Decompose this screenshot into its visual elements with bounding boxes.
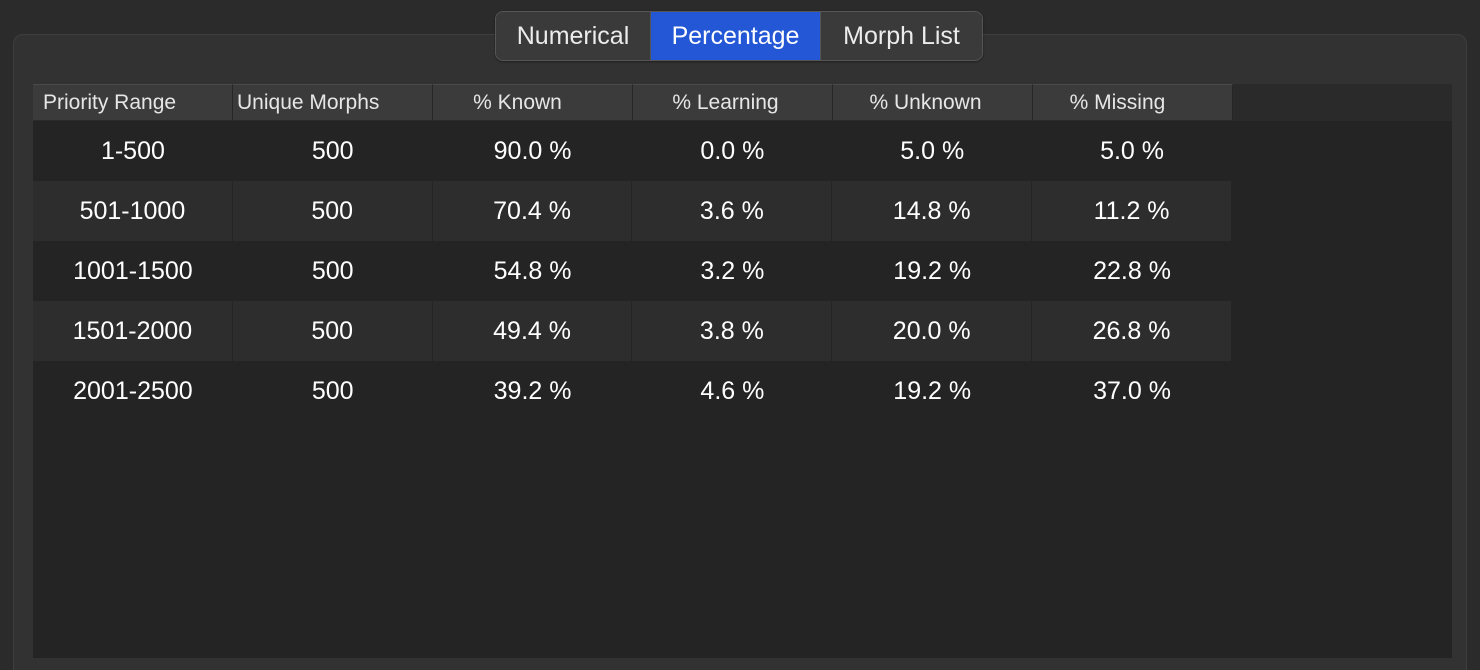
cell-learning: 0.0 %: [700, 136, 765, 165]
column-header-priority-range[interactable]: Priority Range: [33, 84, 233, 120]
cell-missing: 5.0 %: [1100, 136, 1165, 165]
cell-learning: 3.8 %: [632, 301, 833, 361]
tab-morph-list[interactable]: Morph List: [821, 12, 982, 60]
table-row[interactable]: 1-500 500 90.0 % 0.0 % 5.0 % 5.0 %: [33, 121, 1232, 181]
cell-priority-range: 2001-2500: [73, 376, 193, 405]
tab-percentage[interactable]: Percentage: [651, 12, 821, 60]
cell-known: 90.0 %: [493, 136, 572, 165]
table-row[interactable]: 501-1000 500 70.4 % 3.6 % 14.8 % 11.2 %: [33, 181, 1232, 241]
cell-unique-morphs: 500: [311, 136, 354, 165]
table-header: Priority Range Unique Morphs % Known % L…: [33, 84, 1452, 121]
tab-numerical[interactable]: Numerical: [496, 12, 651, 60]
cell-unique-morphs: 500: [233, 181, 433, 241]
cell-missing: 11.2 %: [1032, 181, 1232, 241]
cell-priority-range: 1501-2000: [33, 301, 233, 361]
table-row[interactable]: 1001-1500 500 54.8 % 3.2 % 19.2 % 22.8 %: [33, 241, 1232, 301]
cell-unknown: 5.0 %: [900, 136, 965, 165]
column-header-unique-morphs[interactable]: Unique Morphs: [233, 84, 433, 120]
cell-unknown: 20.0 %: [832, 301, 1033, 361]
cell-unknown: 19.2 %: [893, 256, 972, 285]
cell-learning: 3.6 %: [632, 181, 833, 241]
cell-unique-morphs: 500: [311, 256, 354, 285]
cell-known: 49.4 %: [433, 301, 633, 361]
cell-unique-morphs: 500: [233, 301, 433, 361]
table-row[interactable]: 2001-2500 500 39.2 % 4.6 % 19.2 % 37.0 %: [33, 361, 1232, 421]
cell-priority-range: 1-500: [100, 136, 165, 165]
table-row[interactable]: 1501-2000 500 49.4 % 3.8 % 20.0 % 26.8 %: [33, 301, 1232, 361]
cell-missing: 37.0 %: [1093, 376, 1171, 405]
cell-missing: 26.8 %: [1032, 301, 1232, 361]
cell-learning: 4.6 %: [700, 376, 765, 405]
cell-learning: 3.2 %: [700, 256, 765, 285]
column-header-unknown[interactable]: % Unknown: [833, 84, 1033, 120]
header-filler: [1233, 84, 1452, 121]
cell-unique-morphs: 500: [311, 376, 354, 405]
cell-unknown: 19.2 %: [893, 376, 972, 405]
cell-unknown: 14.8 %: [832, 181, 1033, 241]
cell-priority-range: 1001-1500: [73, 256, 193, 285]
cell-known: 39.2 %: [493, 376, 572, 405]
column-header-known[interactable]: % Known: [433, 84, 633, 120]
column-header-learning[interactable]: % Learning: [633, 84, 833, 120]
cell-known: 54.8 %: [493, 256, 572, 285]
cell-missing: 22.8 %: [1093, 256, 1171, 285]
percentage-table[interactable]: Priority Range Unique Morphs % Known % L…: [33, 84, 1452, 658]
column-header-missing[interactable]: % Missing: [1033, 84, 1233, 120]
cell-priority-range: 501-1000: [33, 181, 233, 241]
cell-known: 70.4 %: [433, 181, 633, 241]
segmented-tab-bar: Numerical Percentage Morph List: [495, 11, 983, 61]
